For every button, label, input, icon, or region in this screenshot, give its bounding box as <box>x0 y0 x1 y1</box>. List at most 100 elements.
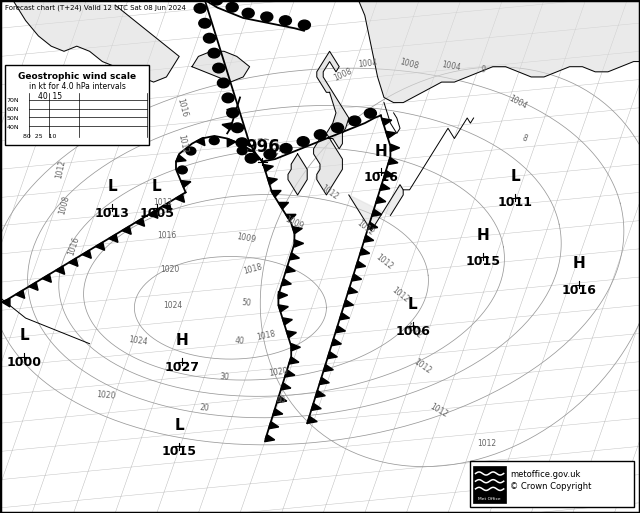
Text: metoffice.gov.uk: metoffice.gov.uk <box>510 470 580 479</box>
Text: 1020: 1020 <box>160 265 179 274</box>
Polygon shape <box>68 258 78 266</box>
Text: Geostrophic wind scale: Geostrophic wind scale <box>18 72 136 81</box>
Bar <box>470 461 634 507</box>
Polygon shape <box>196 137 205 146</box>
Polygon shape <box>289 253 300 260</box>
Polygon shape <box>356 261 365 268</box>
Circle shape <box>209 137 219 145</box>
Text: 1006: 1006 <box>396 325 430 338</box>
Text: 1012: 1012 <box>390 286 410 304</box>
Text: L: L <box>19 328 29 343</box>
Polygon shape <box>278 291 287 299</box>
Text: 1016: 1016 <box>562 284 596 297</box>
Text: 1008: 1008 <box>57 195 71 215</box>
Polygon shape <box>360 248 370 255</box>
Text: 1027: 1027 <box>165 361 200 373</box>
Text: 50N: 50N <box>6 116 19 121</box>
Text: H: H <box>176 333 189 348</box>
Text: 1009: 1009 <box>284 215 305 231</box>
Circle shape <box>237 147 247 154</box>
Text: 1000: 1000 <box>7 356 42 368</box>
Polygon shape <box>335 326 346 333</box>
Polygon shape <box>278 305 289 312</box>
Polygon shape <box>386 131 396 139</box>
Polygon shape <box>271 190 281 197</box>
Circle shape <box>208 48 220 58</box>
Text: L: L <box>174 418 184 433</box>
Text: 1004: 1004 <box>508 94 529 111</box>
Text: 1012: 1012 <box>412 358 433 376</box>
Polygon shape <box>285 370 295 377</box>
Polygon shape <box>13 0 179 82</box>
Polygon shape <box>122 226 131 234</box>
Text: 1018: 1018 <box>255 330 276 342</box>
Polygon shape <box>162 202 171 210</box>
Text: 1015: 1015 <box>162 445 196 458</box>
Circle shape <box>218 78 229 88</box>
Text: 1016: 1016 <box>157 231 176 241</box>
Text: 1012: 1012 <box>154 198 173 207</box>
Polygon shape <box>348 287 358 294</box>
Text: Forecast chart (T+24) Valid 12 UTC Sat 08 Jun 2024: Forecast chart (T+24) Valid 12 UTC Sat 0… <box>5 4 186 11</box>
Polygon shape <box>2 299 10 307</box>
Circle shape <box>242 8 254 18</box>
Text: © Crown Copyright: © Crown Copyright <box>510 482 591 491</box>
Text: H: H <box>477 228 490 243</box>
Polygon shape <box>227 139 236 147</box>
Circle shape <box>245 153 257 163</box>
Circle shape <box>186 147 196 155</box>
Polygon shape <box>380 183 390 190</box>
Polygon shape <box>294 240 303 247</box>
Text: 60N: 60N <box>6 107 19 112</box>
Text: 1012: 1012 <box>54 159 67 180</box>
Text: 1012: 1012 <box>374 252 394 271</box>
Polygon shape <box>285 214 296 221</box>
Polygon shape <box>282 318 292 325</box>
Text: 40: 40 <box>235 336 245 346</box>
Text: 1015: 1015 <box>466 255 500 268</box>
Polygon shape <box>250 153 260 161</box>
Text: 1018: 1018 <box>243 263 263 276</box>
Polygon shape <box>327 351 337 359</box>
Text: 1011: 1011 <box>498 196 532 209</box>
Text: L: L <box>510 169 520 184</box>
Text: 1008: 1008 <box>332 66 353 83</box>
Text: 30: 30 <box>219 372 229 382</box>
Text: 1020: 1020 <box>95 390 116 400</box>
Text: L: L <box>152 180 162 194</box>
Polygon shape <box>276 396 287 403</box>
Circle shape <box>177 166 188 174</box>
Polygon shape <box>289 357 299 364</box>
Circle shape <box>211 0 223 5</box>
Polygon shape <box>316 390 325 398</box>
Circle shape <box>222 93 234 103</box>
Polygon shape <box>192 51 250 82</box>
Circle shape <box>298 20 310 30</box>
Text: 1016: 1016 <box>175 97 189 118</box>
Polygon shape <box>344 300 353 307</box>
Circle shape <box>194 4 206 13</box>
Circle shape <box>332 123 344 132</box>
Text: 1012: 1012 <box>428 402 449 419</box>
Text: L: L <box>408 298 418 312</box>
Circle shape <box>261 12 273 22</box>
Polygon shape <box>286 331 296 338</box>
Polygon shape <box>269 422 279 429</box>
Polygon shape <box>82 250 92 259</box>
Text: H: H <box>374 144 387 159</box>
Text: 40N: 40N <box>6 125 19 130</box>
Polygon shape <box>358 0 640 103</box>
Text: 1012: 1012 <box>176 133 189 154</box>
Text: 1008: 1008 <box>399 57 420 71</box>
Text: 996: 996 <box>245 139 280 156</box>
Text: 40  15: 40 15 <box>38 92 63 101</box>
Polygon shape <box>135 218 145 226</box>
Polygon shape <box>273 409 283 416</box>
Polygon shape <box>222 123 232 130</box>
Polygon shape <box>390 144 399 151</box>
Text: H: H <box>573 256 586 271</box>
Polygon shape <box>319 378 330 385</box>
Circle shape <box>364 109 376 118</box>
Text: in kt for 4.0 hPa intervals: in kt for 4.0 hPa intervals <box>29 82 125 91</box>
Text: 1024: 1024 <box>163 301 182 310</box>
